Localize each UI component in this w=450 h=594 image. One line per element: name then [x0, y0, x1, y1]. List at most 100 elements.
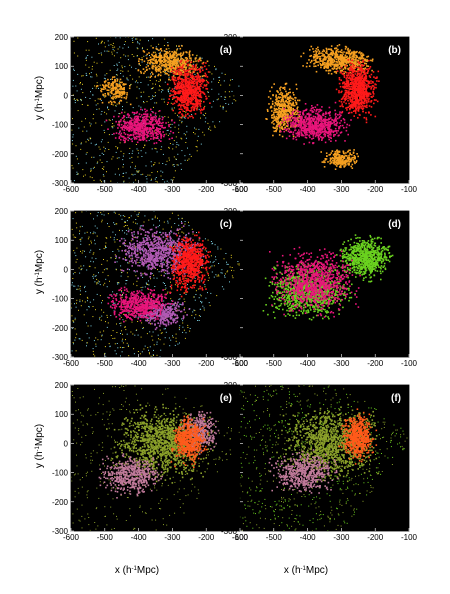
- data-point: [191, 98, 193, 100]
- data-point: [159, 115, 161, 117]
- data-point: [333, 66, 335, 68]
- data-point: [339, 54, 342, 57]
- data-point: [280, 99, 283, 101]
- data-point: [339, 55, 341, 58]
- data-point: [186, 131, 188, 133]
- data-point: [189, 84, 191, 86]
- data-point: [120, 57, 122, 59]
- data-point: [178, 75, 181, 78]
- data-point: [167, 134, 169, 136]
- data-point: [169, 79, 171, 81]
- data-point: [365, 111, 367, 114]
- data-point: [141, 123, 144, 125]
- data-point: [289, 91, 291, 94]
- data-point: [122, 91, 124, 93]
- data-point: [312, 133, 315, 135]
- data-point: [323, 57, 326, 59]
- data-point: [194, 57, 196, 59]
- data-point: [199, 96, 201, 98]
- data-point: [283, 108, 285, 110]
- data-point: [289, 106, 291, 109]
- data-point: [189, 57, 191, 60]
- data-point: [279, 96, 282, 99]
- data-point: [107, 78, 109, 81]
- data-point: [220, 84, 222, 86]
- data-point: [199, 105, 202, 108]
- data-point: [123, 119, 125, 121]
- data-point: [176, 66, 179, 69]
- data-point: [173, 69, 175, 71]
- data-point: [139, 127, 142, 129]
- data-point: [339, 67, 341, 70]
- data-point: [191, 82, 194, 84]
- data-point: [281, 110, 284, 112]
- data-point: [195, 128, 197, 130]
- data-point: [145, 176, 147, 177]
- data-point: [309, 118, 312, 120]
- data-point: [144, 121, 146, 123]
- data-point: [185, 103, 187, 105]
- data-point: [127, 139, 129, 142]
- data-point: [108, 109, 110, 111]
- data-point: [336, 56, 339, 59]
- data-point: [199, 99, 202, 101]
- data-point: [194, 113, 197, 115]
- data-point: [172, 132, 175, 134]
- data-point: [146, 48, 148, 50]
- data-point: [215, 68, 217, 70]
- data-point: [123, 115, 125, 117]
- data-point: [86, 74, 88, 76]
- data-point: [277, 91, 279, 93]
- data-point: [204, 65, 206, 68]
- data-point: [174, 86, 177, 89]
- data-point: [348, 50, 351, 53]
- data-point: [186, 92, 188, 94]
- data-point: [303, 123, 306, 126]
- data-point: [111, 89, 113, 91]
- data-point: [337, 48, 339, 51]
- data-point: [347, 57, 349, 60]
- data-point: [343, 165, 345, 167]
- data-point: [288, 135, 291, 137]
- data-point: [308, 128, 311, 130]
- x-tick-label: -100: [232, 185, 249, 194]
- y-tick-label: 200: [55, 33, 69, 42]
- data-point: [187, 85, 189, 87]
- data-point: [294, 111, 297, 113]
- data-point: [283, 102, 285, 104]
- data-point: [103, 84, 105, 87]
- data-point: [188, 93, 190, 95]
- data-point: [140, 150, 142, 152]
- data-point: [341, 111, 343, 114]
- data-point: [138, 64, 140, 66]
- data-point: [182, 86, 184, 89]
- data-point: [179, 72, 181, 75]
- data-point: [77, 73, 79, 75]
- data-point: [161, 124, 164, 127]
- data-point: [175, 71, 178, 74]
- data-point: [122, 155, 124, 157]
- data-point: [113, 125, 115, 127]
- data-point: [143, 51, 146, 53]
- data-point: [72, 118, 73, 120]
- data-point: [148, 96, 150, 98]
- data-point: [162, 163, 164, 164]
- data-point: [333, 71, 336, 73]
- data-point: [150, 88, 152, 90]
- data-point: [112, 76, 114, 78]
- data-point: [346, 151, 349, 153]
- data-point: [188, 91, 190, 94]
- data-point: [83, 126, 85, 128]
- data-point: [135, 68, 137, 70]
- data-point: [177, 97, 179, 100]
- data-point: [194, 69, 196, 71]
- data-point: [157, 70, 160, 72]
- data-point: [174, 170, 176, 172]
- data-point: [136, 115, 139, 118]
- data-point: [177, 59, 179, 61]
- data-point: [318, 108, 321, 111]
- data-point: [159, 128, 162, 130]
- data-point: [142, 47, 143, 49]
- data-point: [347, 133, 349, 136]
- data-point: [274, 103, 277, 105]
